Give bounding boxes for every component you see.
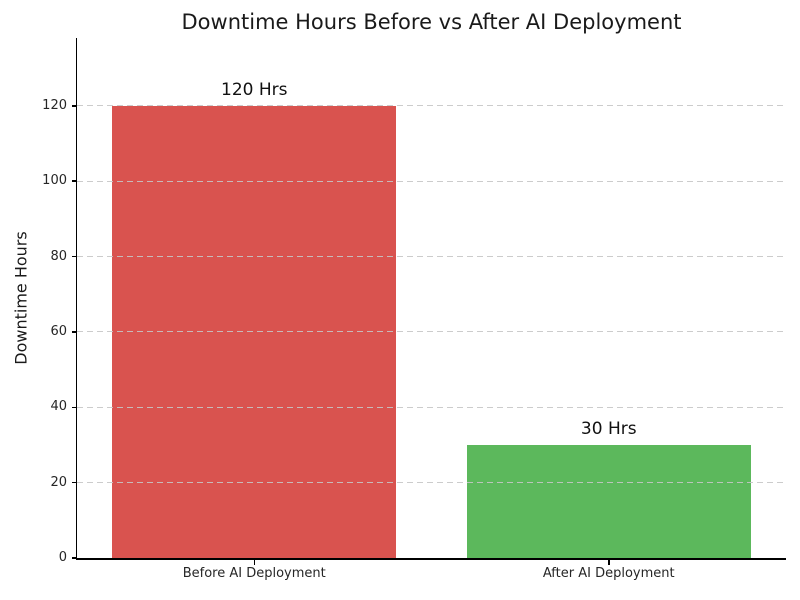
x-axis-spine xyxy=(75,558,786,560)
x-tick-label: After AI Deployment xyxy=(542,566,675,581)
y-tick-label: 120 xyxy=(42,97,67,113)
y-tick-mark xyxy=(72,481,77,484)
x-tick-label: Before AI Deployment xyxy=(182,566,326,581)
y-tick-label: 40 xyxy=(50,399,67,415)
bar-value-label: 120 Hrs xyxy=(221,79,288,100)
gridline xyxy=(77,256,786,258)
y-tick-label: 0 xyxy=(58,550,67,565)
gridline xyxy=(77,331,786,333)
x-tick-mark xyxy=(608,559,610,565)
gridline xyxy=(77,180,786,182)
y-tick-label: 60 xyxy=(50,323,67,339)
bar xyxy=(466,444,751,558)
x-tick-mark xyxy=(253,559,255,565)
y-tick-label: 20 xyxy=(50,474,67,490)
y-tick-mark xyxy=(72,557,77,559)
chart-title: Downtime Hours Before vs After AI Deploy… xyxy=(181,10,682,34)
y-tick-mark xyxy=(72,105,77,107)
gridline xyxy=(77,105,786,107)
y-tick-mark xyxy=(72,406,77,409)
gridline xyxy=(77,406,786,408)
y-tick-mark xyxy=(72,255,77,258)
y-tick-mark xyxy=(72,180,77,182)
y-axis-spine xyxy=(75,38,77,560)
gridline xyxy=(77,482,786,484)
y-tick-label: 100 xyxy=(42,173,67,189)
bar-value-label: 30 Hrs xyxy=(580,418,637,439)
y-tick-label: 80 xyxy=(50,248,67,264)
y-tick-mark xyxy=(72,331,77,333)
